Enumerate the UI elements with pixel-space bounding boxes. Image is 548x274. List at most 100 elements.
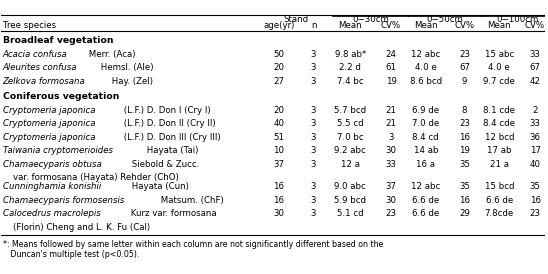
- Text: n: n: [311, 21, 316, 30]
- Text: Matsum. (ChF): Matsum. (ChF): [158, 196, 224, 205]
- Text: 9.7 cde: 9.7 cde: [483, 76, 515, 85]
- Text: Stand: Stand: [284, 15, 309, 24]
- Text: 37: 37: [386, 182, 397, 192]
- Text: 21: 21: [386, 119, 397, 128]
- Text: Coniferous vegetation: Coniferous vegetation: [3, 92, 119, 101]
- Text: Hemsl. (Ale): Hemsl. (Ale): [98, 63, 153, 72]
- Text: Broadleaf vegetation: Broadleaf vegetation: [3, 36, 113, 45]
- Text: 35: 35: [459, 159, 470, 169]
- Text: 6.9 de: 6.9 de: [412, 106, 439, 115]
- Text: 8.4 cde: 8.4 cde: [483, 119, 515, 128]
- Text: 9: 9: [462, 76, 467, 85]
- Text: 10: 10: [273, 146, 284, 155]
- Text: Cryptomeria japonica: Cryptomeria japonica: [3, 119, 95, 128]
- Text: 4.0 e: 4.0 e: [488, 63, 510, 72]
- Text: 6.6 de: 6.6 de: [486, 196, 513, 205]
- Text: 16: 16: [529, 196, 540, 205]
- Text: 15 abc: 15 abc: [484, 50, 514, 59]
- Text: 6.6 de: 6.6 de: [412, 196, 439, 205]
- Text: 23: 23: [529, 209, 540, 218]
- Text: 16 a: 16 a: [416, 159, 435, 169]
- Text: (L.F.) D. Don II (Cry II): (L.F.) D. Don II (Cry II): [121, 119, 216, 128]
- Text: Mean: Mean: [488, 21, 511, 30]
- Text: 33: 33: [386, 159, 397, 169]
- Text: 40: 40: [529, 159, 540, 169]
- Text: 5.7 bcd: 5.7 bcd: [334, 106, 367, 115]
- Text: 3: 3: [311, 209, 316, 218]
- Text: 33: 33: [529, 50, 540, 59]
- Text: 6.6 de: 6.6 de: [412, 209, 439, 218]
- Text: Hay. (Zel): Hay. (Zel): [109, 76, 153, 85]
- Text: 42: 42: [529, 76, 540, 85]
- Text: 19: 19: [459, 146, 470, 155]
- Text: 14 ab: 14 ab: [414, 146, 438, 155]
- Text: 23: 23: [386, 209, 397, 218]
- Text: CV%: CV%: [525, 21, 545, 30]
- Text: Merr. (Aca): Merr. (Aca): [85, 50, 135, 59]
- Text: Chamaecyparis formosensis: Chamaecyparis formosensis: [3, 196, 124, 205]
- Text: Cryptomeria japonica: Cryptomeria japonica: [3, 133, 95, 142]
- Text: 67: 67: [529, 63, 540, 72]
- Text: 9.8 ab*: 9.8 ab*: [335, 50, 366, 59]
- Text: 29: 29: [459, 209, 470, 218]
- Text: CV%: CV%: [454, 21, 475, 30]
- Text: 0−100cm: 0−100cm: [496, 15, 538, 24]
- Text: 23: 23: [459, 50, 470, 59]
- Text: 3: 3: [389, 133, 394, 142]
- Text: var. formosana (Hayata) Rehder (ChO): var. formosana (Hayata) Rehder (ChO): [13, 173, 178, 182]
- Text: 35: 35: [459, 182, 470, 192]
- Text: 0−30cm: 0−30cm: [352, 15, 389, 24]
- Text: 20: 20: [273, 106, 284, 115]
- Text: 24: 24: [386, 50, 397, 59]
- Text: 0−50cm: 0−50cm: [427, 15, 464, 24]
- Text: 16: 16: [273, 196, 284, 205]
- Text: 35: 35: [529, 182, 540, 192]
- Text: (L.F.) D. Don III (Cry III): (L.F.) D. Don III (Cry III): [121, 133, 221, 142]
- Text: 3: 3: [311, 50, 316, 59]
- Text: 9.0 abc: 9.0 abc: [334, 182, 366, 192]
- Text: 16: 16: [459, 196, 470, 205]
- Text: Zelkova formosana: Zelkova formosana: [3, 76, 85, 85]
- Text: 5.5 cd: 5.5 cd: [337, 119, 364, 128]
- Text: 8.4 cd: 8.4 cd: [413, 133, 439, 142]
- Text: 3: 3: [311, 119, 316, 128]
- Text: 30: 30: [273, 209, 284, 218]
- Text: 21: 21: [386, 106, 397, 115]
- Text: 7.0 de: 7.0 de: [412, 119, 439, 128]
- Text: 3: 3: [311, 63, 316, 72]
- Text: 37: 37: [273, 159, 284, 169]
- Text: age(yr): age(yr): [263, 21, 294, 30]
- Text: 4.0 e: 4.0 e: [415, 63, 437, 72]
- Text: Mean: Mean: [339, 21, 362, 30]
- Text: Chamaecyparis obtusa: Chamaecyparis obtusa: [3, 159, 101, 169]
- Text: Calocedrus macrolepis: Calocedrus macrolepis: [3, 209, 100, 218]
- Text: 33: 33: [529, 119, 540, 128]
- Text: Tree species: Tree species: [3, 21, 56, 30]
- Text: Hayata (Tai): Hayata (Tai): [144, 146, 198, 155]
- Text: 3: 3: [311, 159, 316, 169]
- Text: 51: 51: [273, 133, 284, 142]
- Text: 8.6 bcd: 8.6 bcd: [410, 76, 442, 85]
- Text: Cunninghamia konishii: Cunninghamia konishii: [3, 182, 101, 192]
- Text: Duncan's multiple test (p<0.05).: Duncan's multiple test (p<0.05).: [3, 250, 139, 259]
- Text: 12 abc: 12 abc: [411, 50, 441, 59]
- Text: 50: 50: [273, 50, 284, 59]
- Text: 3: 3: [311, 76, 316, 85]
- Text: 17: 17: [529, 146, 540, 155]
- Text: Hayata (Cun): Hayata (Cun): [129, 182, 189, 192]
- Text: 30: 30: [386, 196, 397, 205]
- Text: 19: 19: [386, 76, 396, 85]
- Text: 23: 23: [459, 119, 470, 128]
- Text: 16: 16: [273, 182, 284, 192]
- Text: 7.8cde: 7.8cde: [484, 209, 514, 218]
- Text: Siebold & Zucc.: Siebold & Zucc.: [129, 159, 199, 169]
- Text: 8.1 cde: 8.1 cde: [483, 106, 515, 115]
- Text: 30: 30: [386, 146, 397, 155]
- Text: 36: 36: [529, 133, 540, 142]
- Text: 3: 3: [311, 146, 316, 155]
- Text: Aleurites confusa: Aleurites confusa: [3, 63, 77, 72]
- Text: Taiwania cryptomerioides: Taiwania cryptomerioides: [3, 146, 113, 155]
- Text: 27: 27: [273, 76, 284, 85]
- Text: 8: 8: [462, 106, 467, 115]
- Text: 3: 3: [311, 196, 316, 205]
